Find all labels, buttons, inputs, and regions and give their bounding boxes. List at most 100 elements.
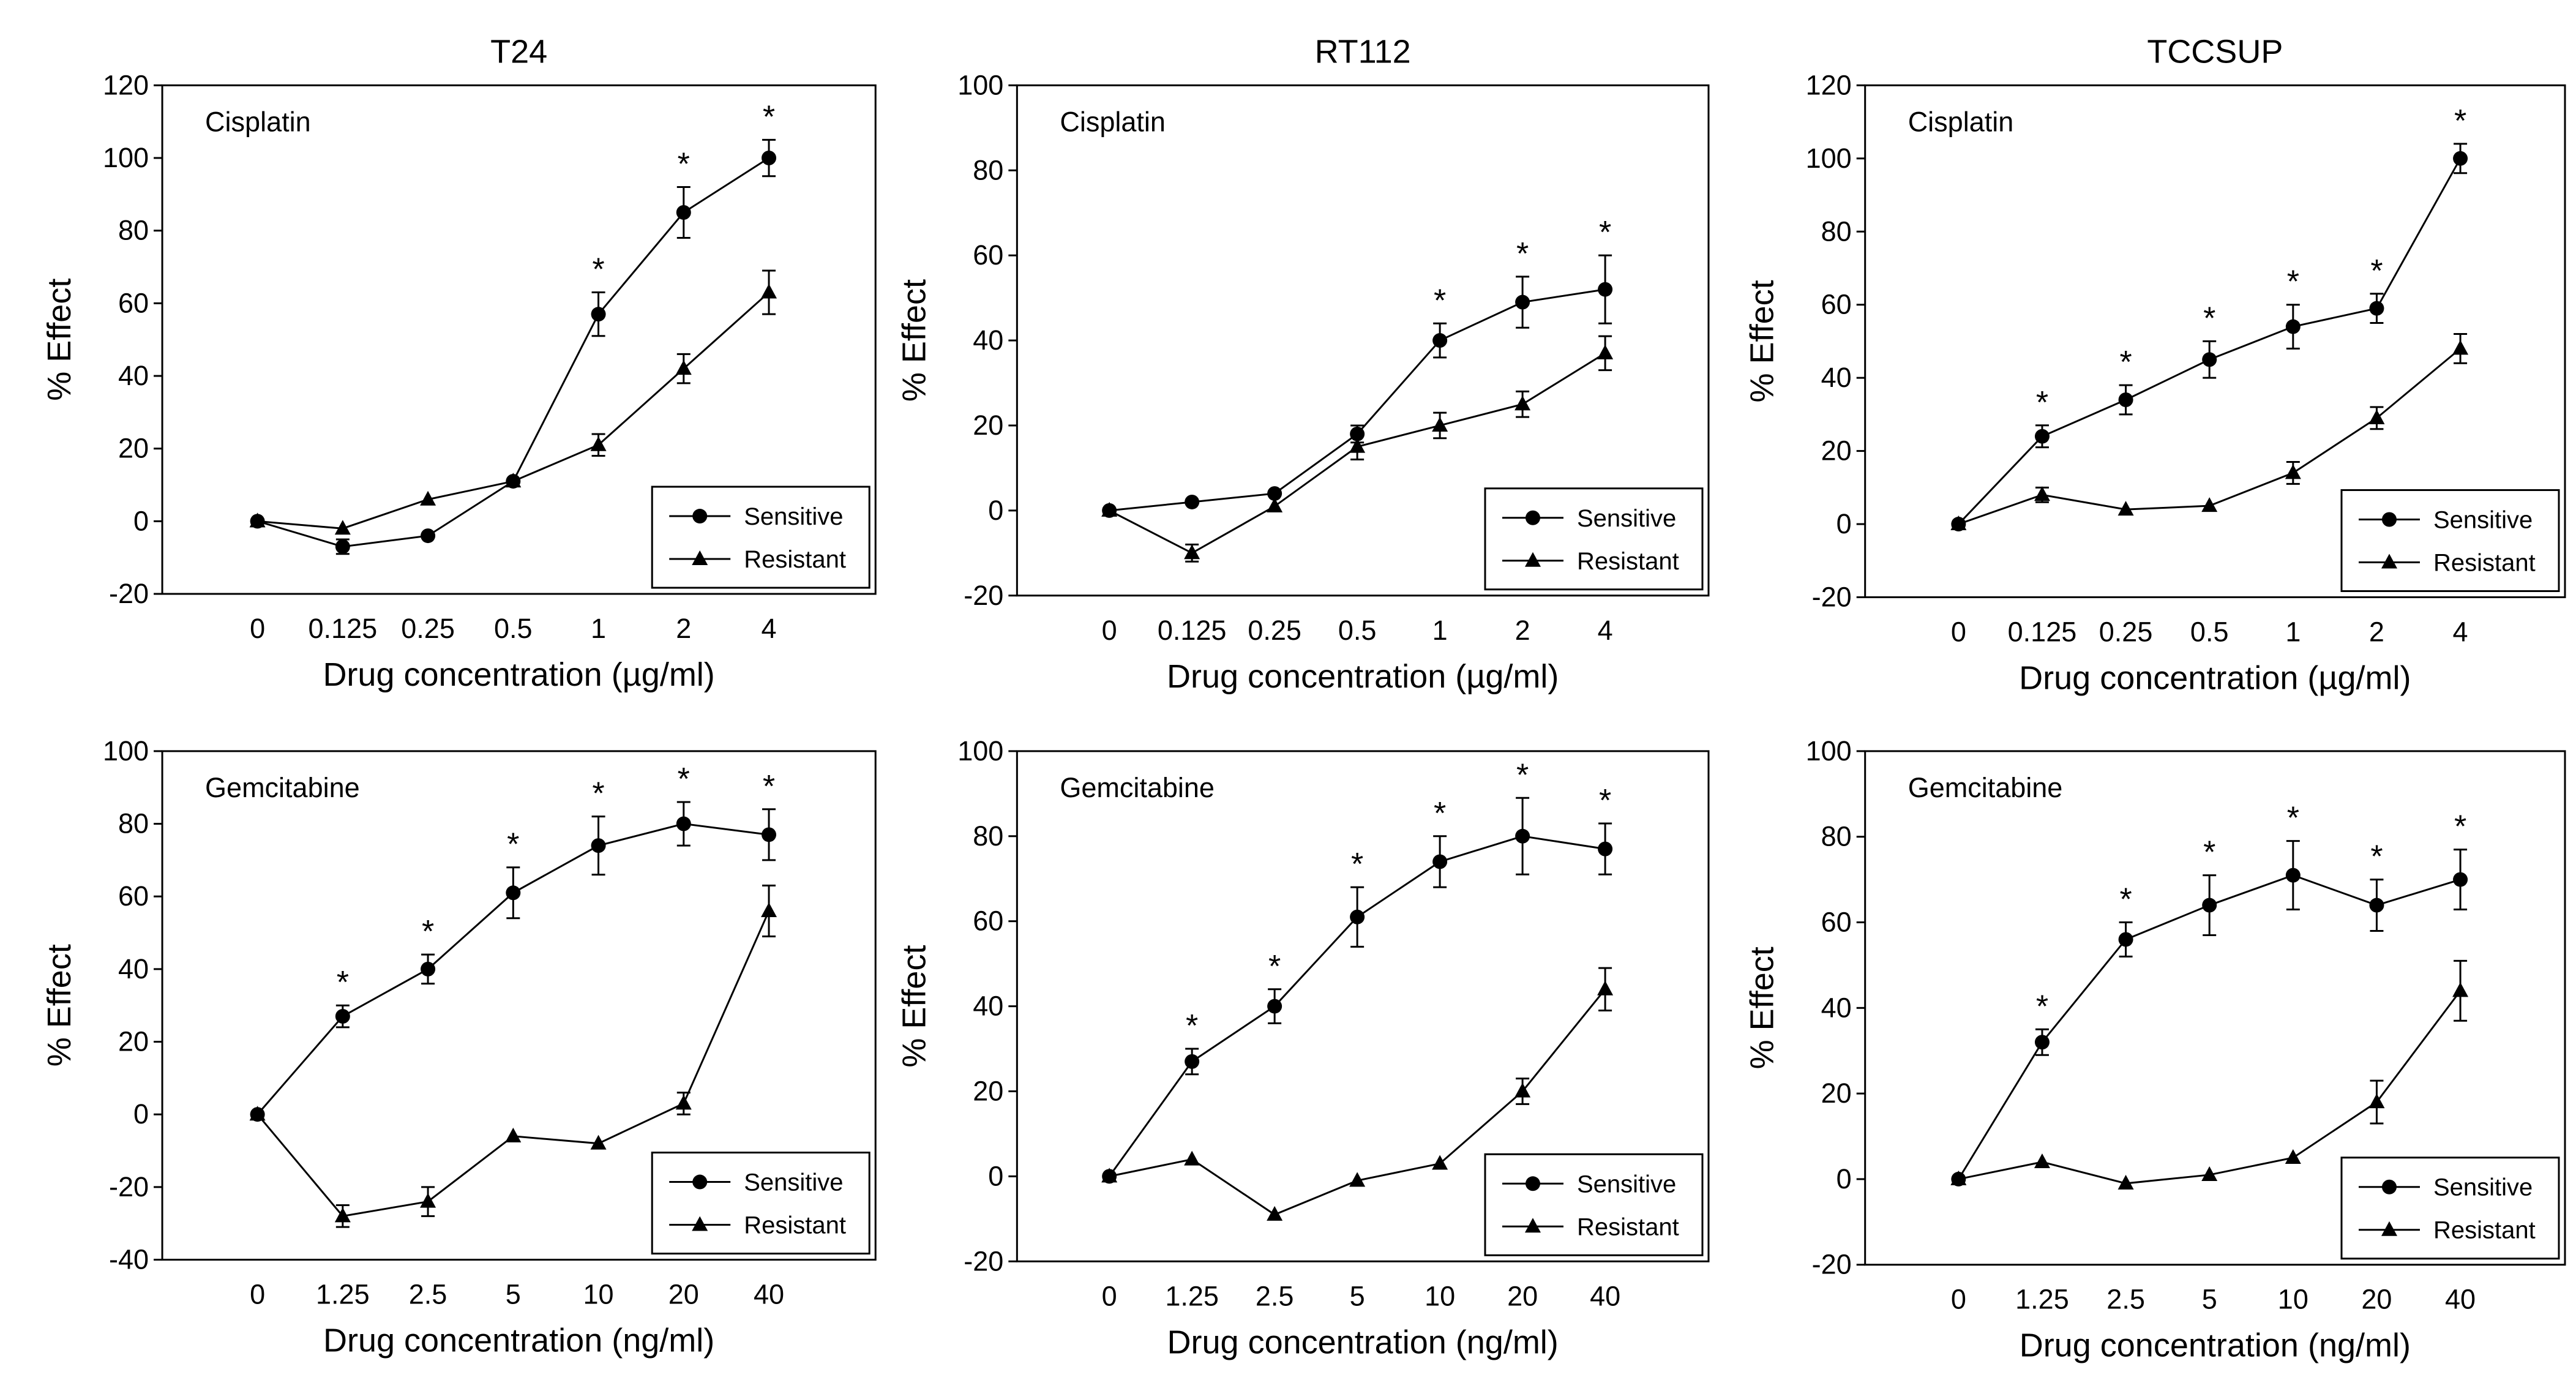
- data-point-resistant: [2117, 1174, 2134, 1190]
- data-point-resistant: [2201, 1166, 2218, 1181]
- legend-label: Resistant: [744, 1212, 846, 1239]
- y-tick-label: 100: [103, 142, 149, 173]
- data-point-resistant: [249, 512, 266, 528]
- significance-star: *: [2370, 839, 2383, 875]
- y-tick-label: -20: [109, 1171, 149, 1202]
- data-point-resistant: [1184, 544, 1200, 560]
- significance-star: *: [2203, 835, 2215, 871]
- x-axis-title: Drug concentration (ng/ml): [323, 1322, 714, 1359]
- legend-label: Sensitive: [1577, 505, 1676, 532]
- data-point-sensitive: [762, 827, 777, 842]
- data-point-resistant: [1950, 516, 1967, 531]
- legend: Sensitive Resistant: [1484, 487, 1704, 591]
- data-point-sensitive: [1185, 1054, 1200, 1069]
- legend-marker-triangle: [692, 1216, 708, 1231]
- y-tick-label: 60: [973, 905, 1003, 937]
- y-tick-label: 60: [1821, 907, 1852, 938]
- x-tick-label: 1: [1432, 615, 1448, 646]
- x-tick-label: 0.5: [2190, 616, 2229, 647]
- legend: Sensitive Resistant: [1484, 1153, 1704, 1256]
- data-point-resistant: [1515, 1082, 1531, 1098]
- x-tick-label: 4: [1598, 615, 1613, 646]
- x-tick-label: 2.5: [409, 1279, 447, 1310]
- data-point-sensitive: [421, 528, 436, 544]
- data-point-sensitive: [1432, 854, 1448, 869]
- y-tick-label: -20: [964, 1245, 1003, 1277]
- data-point-sensitive: [335, 539, 350, 554]
- y-tick-label: 0: [1837, 1163, 1852, 1194]
- significance-star: *: [2454, 809, 2466, 845]
- y-tick-label: 40: [118, 953, 149, 984]
- legend-marker-circle: [2382, 512, 2397, 527]
- drug-annotation: Cisplatin: [1060, 106, 1166, 137]
- data-point-resistant: [1267, 1205, 1283, 1221]
- y-tick-label: 40: [973, 991, 1003, 1022]
- data-point-sensitive: [506, 885, 521, 901]
- y-tick-label: 0: [133, 505, 149, 536]
- significance-star: *: [1516, 757, 1529, 793]
- legend-marker-triangle: [2381, 553, 2397, 569]
- data-point-resistant: [420, 490, 436, 506]
- y-tick-label: 60: [118, 880, 149, 912]
- x-tick-label: 0.25: [1248, 615, 1301, 646]
- y-tick-label: 40: [1821, 992, 1852, 1023]
- y-tick-label: 0: [133, 1098, 149, 1130]
- significance-star: *: [678, 762, 690, 797]
- x-tick-label: 40: [2445, 1284, 2476, 1315]
- data-point-resistant: [2034, 486, 2050, 501]
- x-tick-label: 2: [1515, 615, 1530, 646]
- legend-marker-triangle: [2381, 1221, 2397, 1236]
- chart-panel-6: -20 0 20 40 60 80 100 0 1.25 2.5 5 10 20 40 Drug conce…: [1744, 735, 2566, 1364]
- legend-label: Resistant: [1577, 1213, 1679, 1240]
- series-line-resistant: [1958, 990, 2462, 1185]
- data-point-resistant: [1101, 1168, 1118, 1183]
- y-tick-label: 80: [1821, 821, 1852, 852]
- y-tick-label: 20: [1821, 1078, 1852, 1109]
- legend-marker-triangle: [692, 550, 708, 566]
- data-point-sensitive: [2034, 429, 2050, 444]
- x-tick-label: 20: [668, 1279, 699, 1310]
- legend-label: Resistant: [744, 546, 846, 573]
- x-axis-title: Drug concentration (µg/ml): [2019, 659, 2411, 696]
- y-tick-label: 20: [1821, 435, 1852, 467]
- y-tick-label: -20: [109, 578, 149, 609]
- y-tick-label: 100: [957, 735, 1003, 767]
- data-point-sensitive: [1598, 841, 1613, 857]
- y-tick-label: -20: [1812, 1249, 1852, 1280]
- significance-star: *: [1434, 283, 1446, 318]
- plot-frame: [1864, 84, 2566, 598]
- legend-marker-circle: [1525, 1176, 1540, 1191]
- y-tick-label: 60: [1821, 289, 1852, 320]
- significance-star: *: [2454, 103, 2466, 139]
- y-tick-label: 100: [1806, 143, 1852, 174]
- x-tick-label: 1: [591, 613, 606, 644]
- x-tick-label: 0.25: [401, 613, 455, 644]
- y-axis-title: % Effect: [41, 279, 78, 401]
- data-point-resistant: [2117, 501, 2134, 516]
- x-tick-label: 0: [250, 613, 265, 644]
- data-point-sensitive: [1515, 828, 1530, 844]
- data-point-resistant: [1101, 501, 1118, 517]
- y-tick-label: 20: [118, 1026, 149, 1057]
- data-point-resistant: [675, 1095, 692, 1110]
- data-point-resistant: [249, 1106, 266, 1121]
- data-point-sensitive: [1515, 294, 1530, 310]
- y-tick-label: 60: [118, 287, 149, 318]
- x-tick-label: 5: [1350, 1280, 1365, 1311]
- y-tick-label: 120: [1806, 69, 1852, 100]
- x-tick-label: 0.5: [1338, 615, 1377, 646]
- significance-star: *: [763, 769, 775, 804]
- legend: Sensitive Resistant: [2340, 489, 2560, 592]
- data-point-resistant: [2368, 409, 2385, 424]
- y-tick-label: 100: [1806, 735, 1852, 767]
- data-point-sensitive: [591, 838, 606, 853]
- data-point-resistant: [761, 283, 777, 299]
- y-tick-label: 0: [988, 495, 1003, 526]
- data-point-sensitive: [1598, 282, 1613, 297]
- legend-label: Sensitive: [1577, 1171, 1676, 1198]
- x-tick-label: 40: [754, 1279, 784, 1310]
- y-tick-label: 0: [988, 1160, 1003, 1191]
- x-tick-label: 10: [583, 1279, 614, 1310]
- data-point-resistant: [1184, 1150, 1200, 1166]
- data-point-resistant: [1597, 980, 1614, 995]
